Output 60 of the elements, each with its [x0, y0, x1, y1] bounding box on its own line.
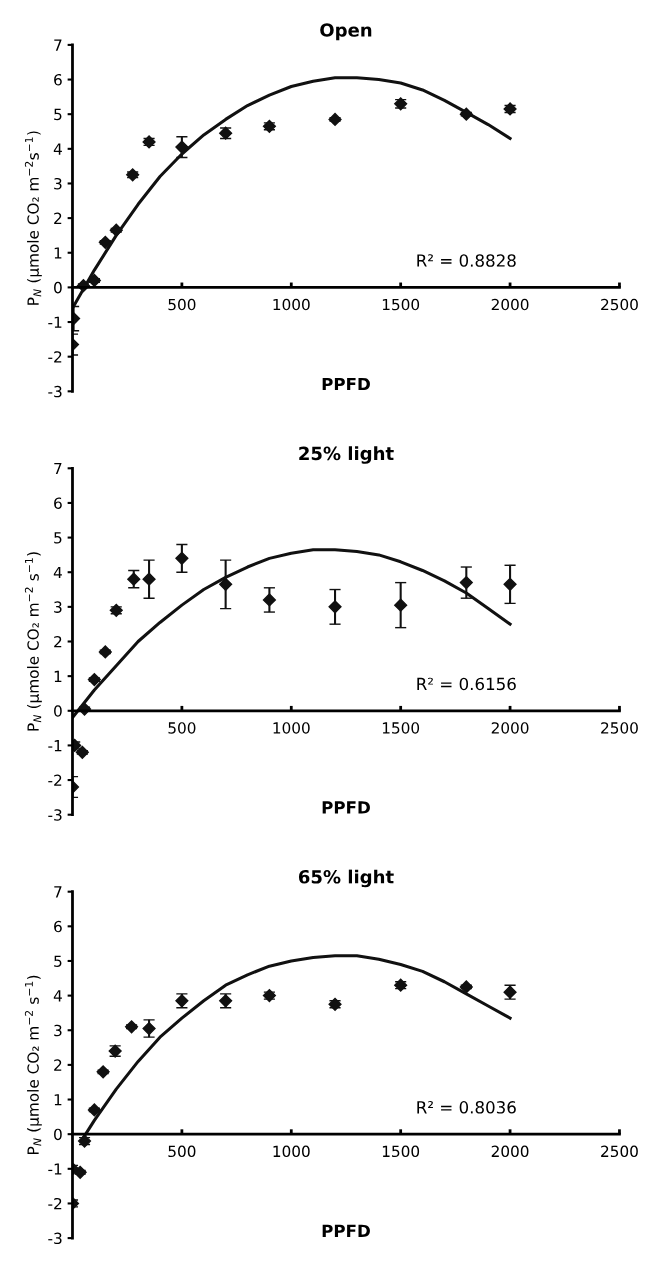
y-tick-label: 0	[54, 705, 62, 717]
y-tick-label: 4	[53, 566, 62, 579]
y-tick-label: -2	[48, 351, 62, 363]
y-tick-label: 2	[54, 212, 62, 224]
y-tick-label: -1	[48, 1163, 62, 1175]
x-tick-label: 1500	[382, 722, 420, 734]
x-tick-label: 2000	[491, 722, 529, 734]
x-tick-label: 2500	[601, 722, 638, 734]
x-tick-label: 2000	[491, 1145, 529, 1158]
x-tick-label: 1000	[273, 722, 310, 734]
annotation: R² = 0.8036	[417, 1101, 516, 1114]
y-tick-label: -3	[48, 1232, 62, 1245]
y-tick-label: 1	[54, 247, 62, 259]
chart-title: Open	[320, 23, 372, 41]
y-tick-label: -2	[48, 774, 62, 786]
y-tick-label: 4	[53, 990, 62, 1002]
y-tick-label: 5	[54, 108, 62, 121]
y-axis-title: P$_{N}$ (µmole CO₂ m$^{−2}$ s$^{−1}$)	[24, 975, 42, 1154]
x-tick-label: 2500	[601, 298, 638, 311]
chart-title: 65% light	[298, 869, 394, 888]
y-tick-label: 3	[54, 601, 62, 613]
y-tick-label: 6	[54, 497, 62, 509]
x-tick-label: 500	[168, 298, 196, 311]
x-tick-label: 1500	[382, 298, 420, 311]
y-tick-label: -2	[48, 1197, 62, 1210]
x-tick-label: 1000	[273, 298, 310, 311]
y-tick-label: 1	[54, 670, 62, 682]
annotation: R² = 0.6156	[417, 677, 516, 691]
y-tick-label: 6	[54, 74, 62, 86]
y-tick-label: -3	[48, 385, 62, 398]
y-tick-label: 7	[54, 462, 62, 475]
y-tick-label: 7	[54, 886, 62, 898]
y-axis-title: P$_{N}$ (µmole CO₂ m$^{−2}$ s$^{−1}$)	[24, 552, 42, 731]
x-tick-label: 1500	[382, 1145, 420, 1158]
y-tick-label: 0	[54, 1128, 62, 1141]
x-tick-label: 1000	[273, 1145, 310, 1158]
chart-title: 25% light	[299, 446, 394, 464]
y-tick-label: 5	[54, 532, 62, 544]
x-tick-label: 500	[168, 722, 196, 734]
x-tick-label: 500	[168, 1145, 196, 1158]
y-tick-label: -1	[48, 740, 62, 752]
x-tick-label: 2500	[601, 1145, 638, 1158]
x-axis-title: PPFD	[322, 377, 370, 391]
x-axis-title: PPFD	[322, 801, 370, 814]
y-tick-label: 2	[54, 1059, 62, 1071]
x-axis-title: PPFD	[322, 1224, 370, 1237]
y-tick-label: 6	[54, 920, 62, 933]
annotation: R² = 0.8828	[417, 254, 516, 267]
y-tick-label: -1	[48, 316, 62, 328]
y-tick-label: 3	[54, 1024, 62, 1037]
y-tick-label: 7	[54, 39, 62, 51]
y-tick-label: 0	[54, 281, 62, 294]
y-axis-title: P$_{N}$ (µmole CO₂ m$^{−2}$s$^{−1}$)	[24, 131, 42, 305]
y-tick-label: 2	[54, 635, 62, 648]
y-tick-label: 3	[54, 177, 62, 190]
y-tick-label: 4	[53, 143, 62, 155]
y-tick-label: 1	[54, 1094, 62, 1106]
y-tick-label: -3	[48, 809, 62, 821]
y-tick-label: 5	[54, 955, 62, 967]
x-tick-label: 2000	[491, 298, 529, 311]
